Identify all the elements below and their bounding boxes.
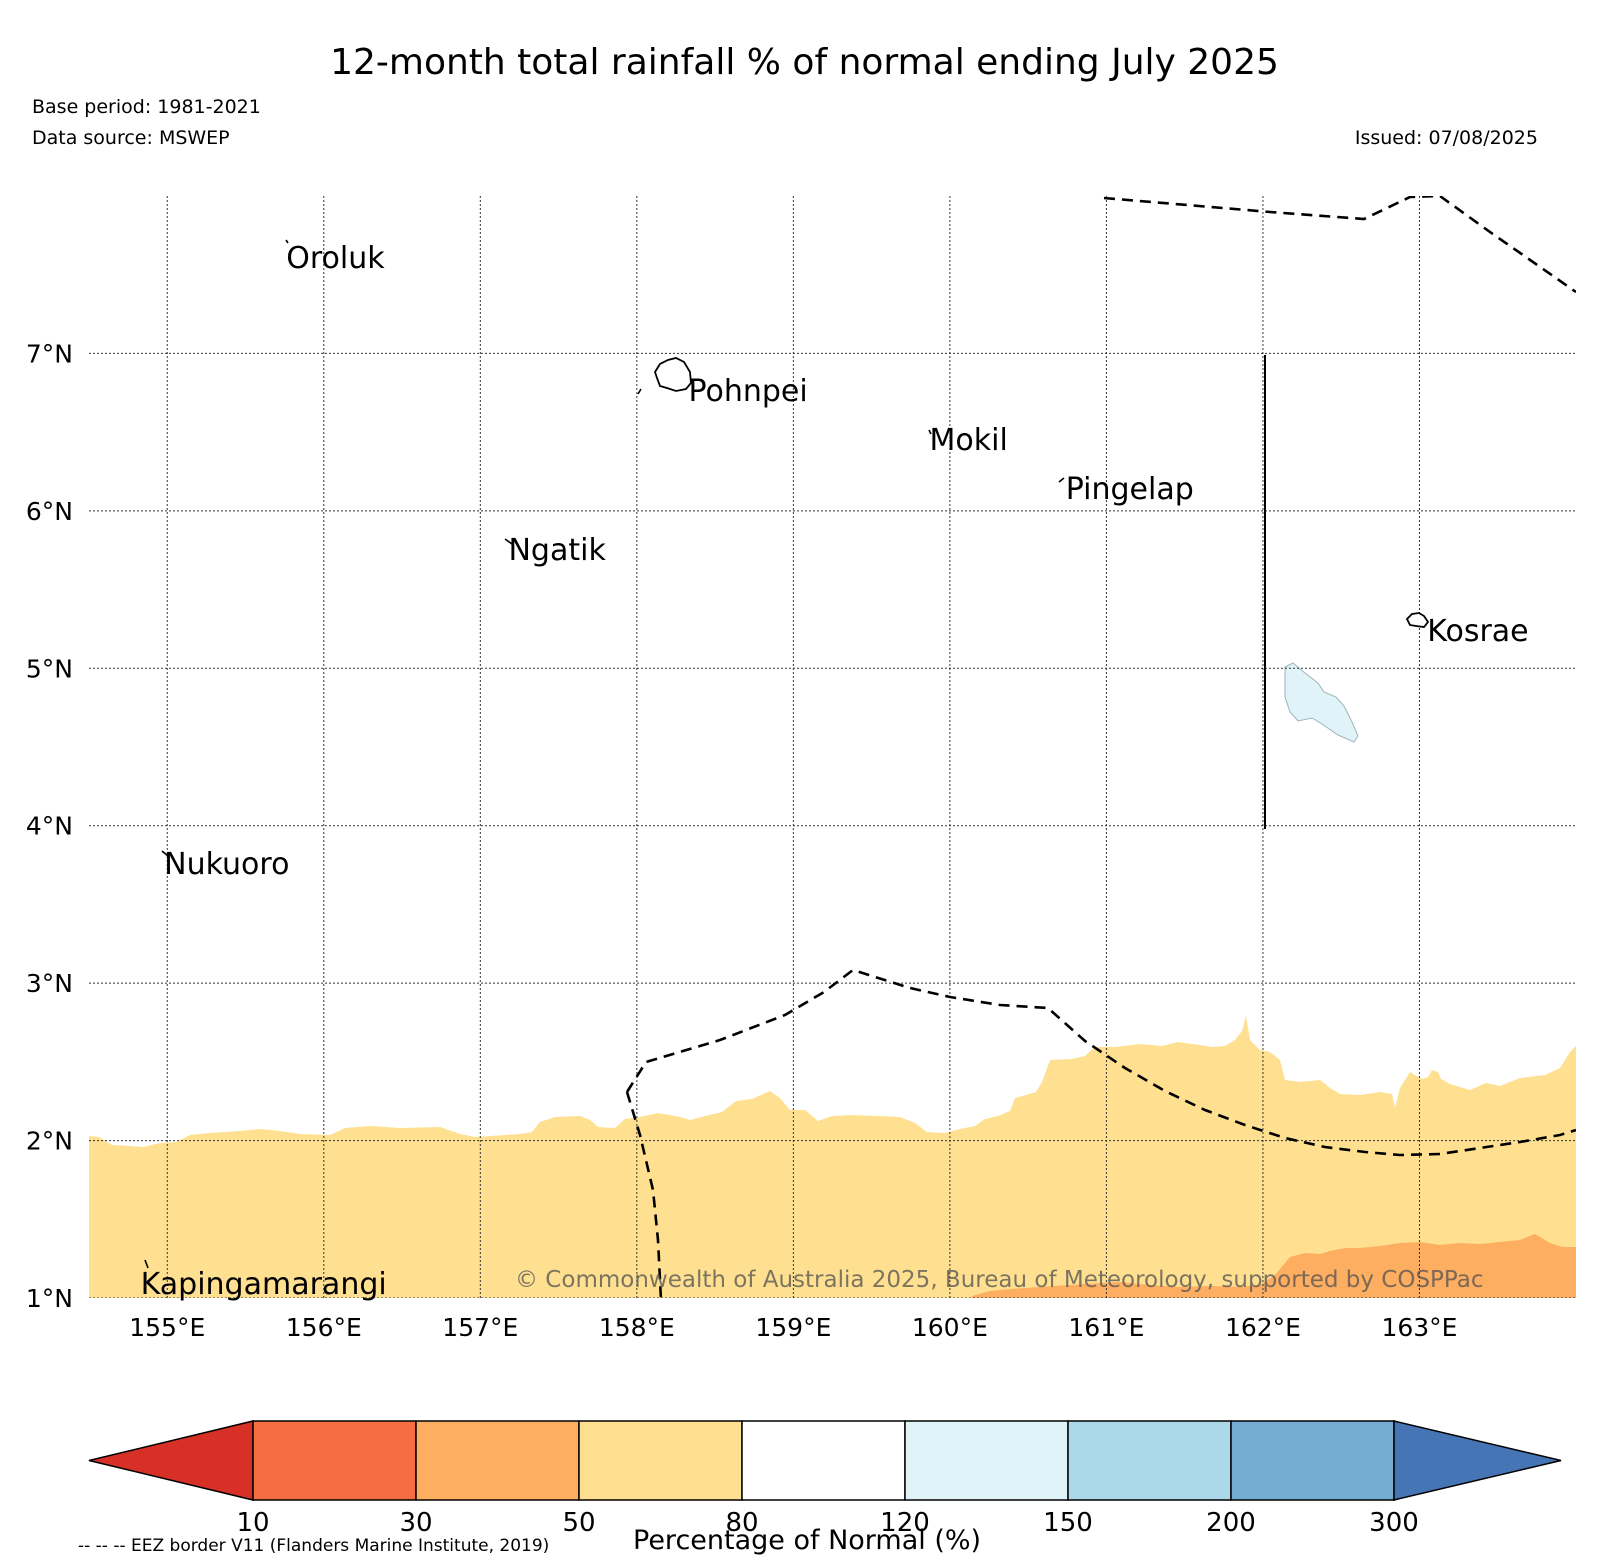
longitude-tick-label: 163°E bbox=[1381, 1313, 1457, 1342]
longitude-labels: 155°E 156°E 157°E 158°E 159°E 160°E 161°E 162°E… bbox=[129, 1313, 1457, 1342]
colorbar-title: Percentage of Normal (%) bbox=[633, 1525, 982, 1556]
eez-legend-note: -- -- -- EEZ border V11 (Flanders Marine… bbox=[78, 1536, 550, 1556]
place-label-mokil: Mokil bbox=[929, 423, 1008, 459]
latitude-labels: 1°N 2°N 3°N 4°N 5°N 6°N 7°N bbox=[26, 339, 73, 1313]
colorbar-tick-label: 200 bbox=[1206, 1508, 1256, 1538]
colorbar-tick-label: 300 bbox=[1369, 1508, 1419, 1538]
eez-border-south bbox=[625, 968, 1576, 1157]
colorbar: 10 30 50 80 120 150 200 300 bbox=[88, 1420, 1562, 1538]
longitude-tick-label: 158°E bbox=[599, 1313, 675, 1342]
pohnpei-island-shape bbox=[654, 357, 692, 392]
place-label-pingelap: Pingelap bbox=[1065, 471, 1194, 507]
colorbar-extend-high bbox=[1393, 1420, 1562, 1501]
latitude-tick-label: 2°N bbox=[26, 1127, 73, 1156]
colorbar-tick-label: 30 bbox=[399, 1508, 432, 1538]
rainfall-band-50-80 bbox=[89, 1016, 1576, 1298]
latitude-tick-label: 3°N bbox=[26, 969, 73, 998]
map-title: 12-month total rainfall % of normal endi… bbox=[330, 42, 1279, 83]
longitude-tick-label: 160°E bbox=[912, 1313, 988, 1342]
pingelap-atoll-mark bbox=[1058, 477, 1065, 483]
kapingamarangi-atoll-mark bbox=[144, 1259, 149, 1269]
nukuoro-atoll-mark bbox=[161, 850, 169, 857]
colorbar-tick-label: 50 bbox=[562, 1508, 595, 1538]
colorbar-tick-label: 10 bbox=[236, 1508, 269, 1538]
issued-date: Issued: 07/08/2025 bbox=[1354, 127, 1538, 149]
colorbar-tick-label: 150 bbox=[1043, 1508, 1093, 1538]
ngatik-atoll-mark bbox=[504, 538, 513, 545]
place-label-oroluk: Oroluk bbox=[286, 240, 385, 276]
longitude-tick-label: 155°E bbox=[129, 1313, 205, 1342]
copyright-note: © Commonwealth of Australia 2025, Bureau… bbox=[515, 1267, 1484, 1293]
place-label-kapingamarangi: Kapingamarangi bbox=[140, 1266, 387, 1302]
longitude-tick-label: 161°E bbox=[1068, 1313, 1144, 1342]
mokil-atoll-mark bbox=[928, 429, 932, 435]
colorbar-swatch bbox=[904, 1420, 1069, 1501]
longitude-tick-label: 157°E bbox=[442, 1313, 518, 1342]
eez-border-west bbox=[625, 1091, 663, 1298]
colorbar-tick-label: 80 bbox=[725, 1508, 758, 1538]
latitude-tick-label: 5°N bbox=[26, 654, 73, 683]
colorbar-swatch bbox=[578, 1420, 743, 1501]
place-label-ngatik: Ngatik bbox=[508, 533, 606, 569]
rainfall-band-30-50 bbox=[972, 1234, 1576, 1298]
colorbar-swatch bbox=[741, 1420, 906, 1501]
place-label-kosrae: Kosrae bbox=[1427, 613, 1529, 649]
longitude-tick-label: 156°E bbox=[286, 1313, 362, 1342]
pohnpei-reef-mark bbox=[637, 388, 642, 395]
latitude-tick-label: 7°N bbox=[26, 339, 73, 368]
colorbar-swatch bbox=[1067, 1420, 1232, 1501]
latitude-tick-label: 4°N bbox=[26, 812, 73, 841]
longitude-tick-label: 159°E bbox=[755, 1313, 831, 1342]
eez-border-north bbox=[1103, 196, 1576, 294]
rainfall-band-120-150 bbox=[1284, 662, 1359, 743]
colorbar-extend-low bbox=[88, 1420, 254, 1501]
colorbar-swatch bbox=[415, 1420, 580, 1501]
oroluk-atoll-mark bbox=[285, 239, 289, 244]
colorbar-swatch bbox=[1230, 1420, 1395, 1501]
data-source-note: Data source: MSWEP bbox=[32, 127, 230, 149]
latitude-tick-label: 1°N bbox=[26, 1284, 73, 1313]
base-period-note: Base period: 1981-2021 bbox=[32, 96, 261, 118]
colorbar-swatch bbox=[252, 1420, 417, 1501]
longitude-tick-label: 162°E bbox=[1225, 1313, 1301, 1342]
place-label-nukuoro: Nukuoro bbox=[164, 846, 290, 882]
kosrae-island-shape bbox=[1405, 612, 1430, 628]
colorbar-tick-label: 120 bbox=[880, 1508, 930, 1538]
latitude-tick-label: 6°N bbox=[26, 497, 73, 526]
place-label-pohnpei: Pohnpei bbox=[688, 374, 808, 410]
